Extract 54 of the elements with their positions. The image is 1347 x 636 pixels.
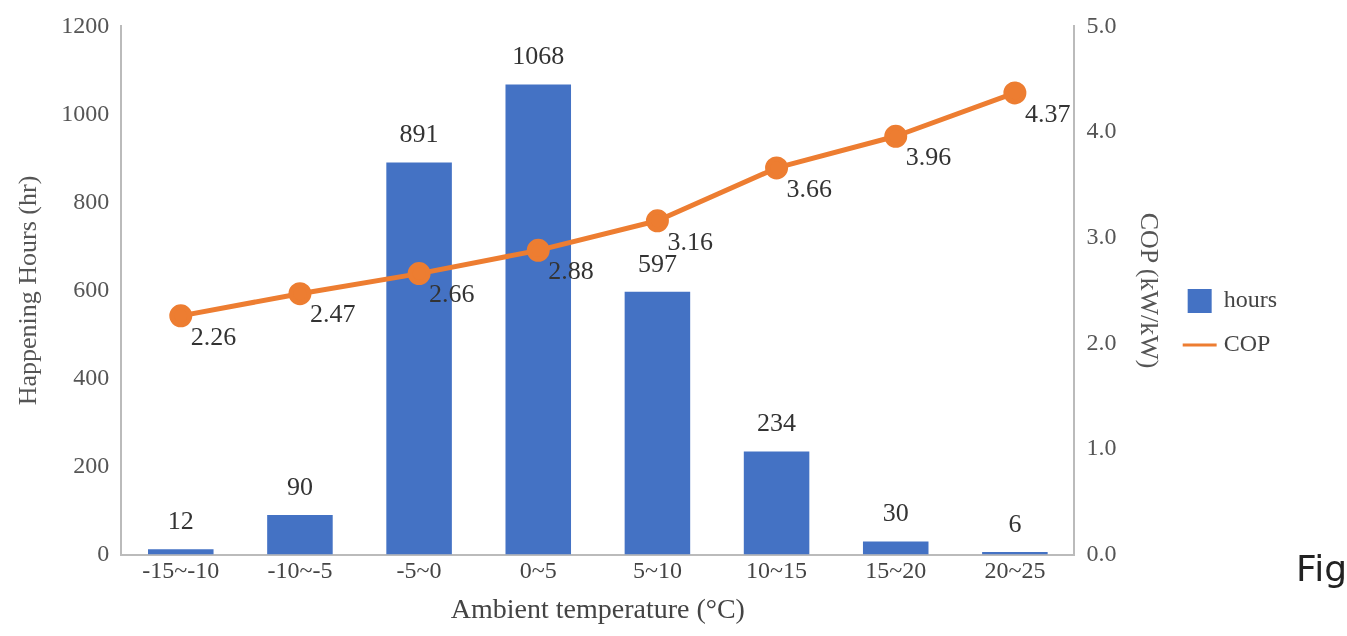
legend-label: hours (1223, 286, 1278, 313)
data-label: 3.66 (786, 173, 833, 203)
y-tick-label: 200 (73, 451, 110, 478)
data-label: 234 (757, 408, 797, 438)
point (526, 238, 550, 262)
bar (267, 514, 333, 555)
x-tick-label: -15~-10 (142, 557, 220, 584)
y-tick-label: 1200 (61, 11, 110, 38)
point (288, 282, 312, 306)
data-label: 2.47 (309, 299, 356, 329)
point (169, 304, 193, 328)
x-axis-title: Ambient temperature (°C) (450, 592, 745, 624)
point (765, 156, 789, 180)
x-tick-label: 10~15 (746, 557, 808, 584)
data-label: 1068 (512, 41, 565, 71)
y2-tick-label: 3.0 (1086, 222, 1117, 249)
data-label: 90 (286, 471, 313, 501)
data-label: 3.16 (667, 226, 713, 256)
y2-tick-label: 5.0 (1086, 11, 1117, 38)
bar (862, 541, 929, 555)
y-tick-label: 600 (73, 275, 110, 302)
y-tick-label: 400 (73, 363, 110, 390)
bar (624, 291, 691, 555)
data-label: 30 (882, 498, 909, 528)
y-tick-label: 800 (73, 187, 110, 214)
x-tick-label: 15~20 (865, 557, 927, 584)
y2-tick-label: 1.0 (1086, 434, 1117, 461)
data-label: 6 (1008, 508, 1022, 538)
legend-label: COP (1223, 330, 1271, 357)
point (1003, 81, 1027, 105)
point (884, 124, 908, 148)
data-label: 4.37 (1024, 98, 1071, 128)
y-axis-title: Happening Hours (hr) (13, 175, 43, 406)
y2-tick-label: 0.0 (1086, 539, 1117, 566)
data-label: 3.96 (905, 142, 952, 172)
data-label: 2.88 (548, 256, 594, 286)
x-tick-label: -10~-5 (267, 557, 333, 584)
x-tick-label: 0~5 (519, 557, 557, 584)
x-tick-label: -5~0 (396, 557, 442, 584)
y-tick-label: 1000 (61, 99, 110, 126)
y2-tick-label: 4.0 (1086, 117, 1117, 144)
data-label: 12 (167, 506, 194, 536)
y2-axis-title: COP (kW/kW) (1135, 212, 1165, 369)
point (645, 209, 669, 233)
bar (148, 549, 214, 555)
y-tick-label: 0 (97, 539, 110, 566)
text: Fig (1296, 548, 1347, 589)
data-label: 891 (399, 119, 439, 149)
x-tick-label: 20~25 (984, 557, 1046, 584)
data-label: 2.26 (190, 321, 237, 351)
bar (743, 451, 810, 555)
y2-tick-label: 2.0 (1086, 328, 1117, 355)
x-tick-label: 5~10 (632, 557, 682, 584)
point (407, 262, 431, 286)
